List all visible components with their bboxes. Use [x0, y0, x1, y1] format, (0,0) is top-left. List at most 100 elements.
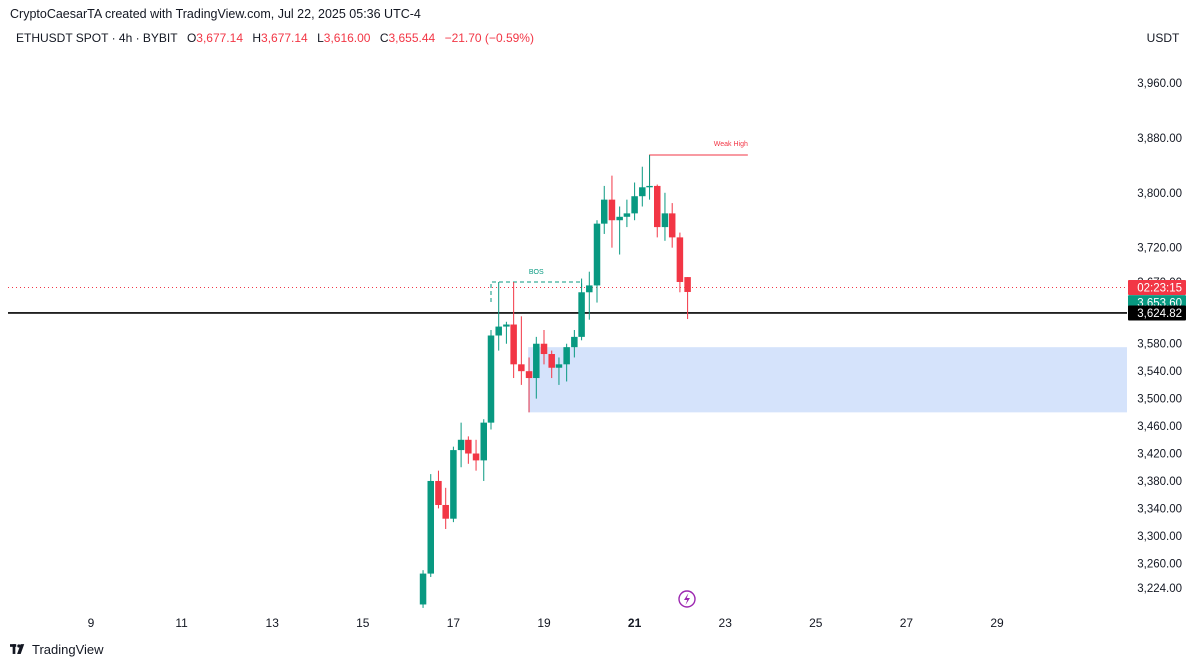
weak-high-label: Weak High [714, 141, 748, 148]
y-tick-label: 3,580.00 [1137, 339, 1182, 351]
candle-body [623, 213, 631, 217]
price-label-text: 3,624.82 [1137, 308, 1182, 320]
y-tick-label: 3,260.00 [1137, 558, 1182, 570]
candle [472, 439, 480, 471]
y-tick-label: 3,420.00 [1137, 449, 1182, 461]
candle [608, 175, 616, 248]
candle-body [661, 213, 669, 228]
open-value: 3,677.14 [196, 31, 243, 45]
candle-body [540, 343, 548, 355]
candle-body [654, 185, 661, 228]
candle-body [419, 573, 427, 605]
x-tick-label: 17 [447, 616, 461, 630]
candle-body [427, 480, 434, 574]
x-tick-label: 13 [266, 616, 280, 630]
x-tick-label: 27 [900, 616, 914, 630]
open-label: O [186, 31, 197, 45]
high-label: H [252, 31, 262, 45]
x-tick-label: 29 [990, 616, 1004, 630]
candle [480, 419, 488, 481]
x-tick-label: 19 [537, 616, 551, 630]
candle [646, 155, 653, 200]
candle-body [684, 277, 691, 292]
y-tick-label: 3,540.00 [1137, 366, 1182, 378]
x-tick-label: 11 [175, 616, 188, 630]
candle [450, 446, 457, 523]
candle [586, 271, 593, 320]
candle [639, 166, 646, 207]
candle-body [480, 422, 488, 461]
low-label: L [317, 31, 324, 45]
candle [540, 330, 548, 365]
candle [548, 350, 555, 379]
candle-body [639, 187, 646, 197]
candle-body [457, 439, 465, 451]
y-tick-label: 3,800.00 [1137, 188, 1182, 200]
candle [616, 206, 623, 255]
footer-brand: TradingView [32, 642, 104, 657]
price-label-bg [1128, 305, 1186, 321]
demand-zone [528, 347, 1127, 413]
candle-body [450, 450, 457, 519]
currency-button[interactable]: USDT [1146, 31, 1180, 45]
candle [442, 487, 449, 529]
chart-credit: CryptoCaesarTA created with TradingView.… [10, 7, 421, 21]
bos-label: BOS [529, 269, 544, 276]
candle-body [487, 335, 495, 423]
y-tick-label: 3,340.00 [1137, 503, 1182, 515]
candle-body [586, 285, 593, 293]
candle [525, 357, 533, 413]
symbol-legend: ETHUSDT SPOT · 4h · BYBIT O3,677.14 H3,6… [16, 31, 534, 45]
y-tick-label: 3,500.00 [1137, 394, 1182, 406]
x-tick-label: 25 [809, 616, 823, 630]
events-lightning-icon[interactable] [678, 590, 696, 608]
price-label-tag: 02:23:15 [1128, 279, 1186, 295]
candle-body [616, 216, 623, 221]
close-label: C [379, 31, 389, 45]
candle [578, 278, 585, 341]
candle [465, 436, 472, 464]
candle-body [472, 453, 480, 461]
candle-body [593, 223, 601, 286]
symbol-label[interactable]: ETHUSDT SPOT · 4h · BYBIT [16, 31, 178, 45]
y-tick-label: 3,300.00 [1137, 531, 1182, 543]
candle-body [435, 480, 442, 505]
candle-body [503, 324, 510, 327]
candle-body [608, 199, 616, 221]
candle-body [525, 371, 533, 379]
candle-body [600, 199, 608, 224]
lightning-bolt [684, 593, 690, 605]
candle-body [518, 364, 525, 372]
candle-body [676, 237, 684, 282]
x-tick-label: 15 [356, 616, 370, 630]
candle-body [555, 364, 563, 368]
low-value: 3,616.00 [323, 31, 371, 45]
price-label-tag: 3,624.82 [1128, 305, 1186, 321]
candle [593, 220, 601, 303]
candle-body [510, 324, 517, 365]
candle-body [465, 439, 472, 454]
candle-body [571, 336, 578, 348]
tradingview-logo-icon [10, 644, 25, 654]
candle [600, 185, 608, 234]
candle [457, 422, 465, 468]
candle [555, 357, 563, 385]
high-value: 3,677.14 [261, 31, 308, 45]
candle [495, 281, 502, 351]
y-tick-label: 3,380.00 [1137, 476, 1182, 488]
y-tick-label: 3,720.00 [1137, 243, 1182, 255]
x-tick-label: 21 [628, 616, 642, 630]
candle [684, 277, 691, 320]
x-tick-label: 9 [88, 616, 95, 630]
close-value: 3,655.44 [388, 31, 436, 45]
candle-body [578, 292, 585, 337]
price-label-bg [1128, 279, 1186, 295]
price-label-text: 02:23:15 [1137, 282, 1182, 294]
candle [419, 570, 427, 608]
candle-body [533, 343, 540, 379]
candle-body [548, 354, 555, 368]
candle [533, 336, 540, 399]
candle [661, 192, 669, 241]
y-tick-label: 3,960.00 [1137, 78, 1182, 90]
